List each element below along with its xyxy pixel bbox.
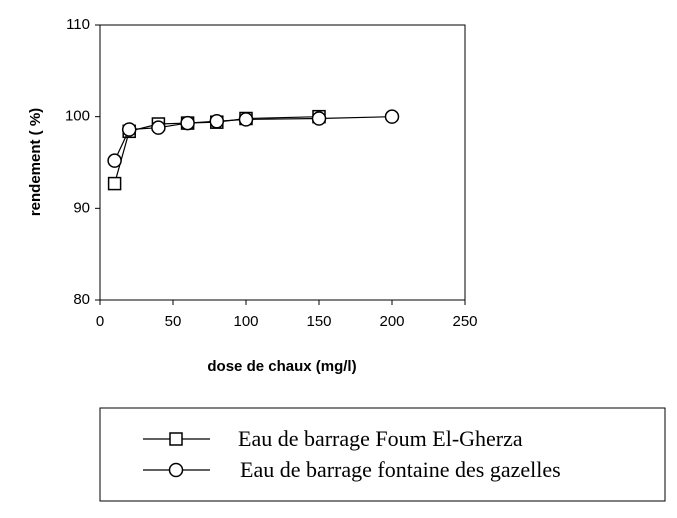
legend-marker <box>168 462 184 478</box>
x-tick-label: 200 <box>379 313 404 330</box>
x-tick-label: 100 <box>233 313 258 330</box>
y-tick-label: 90 <box>73 199 90 216</box>
marker <box>121 122 137 137</box>
y-tick-label: 80 <box>73 291 90 308</box>
legend-label: Eau de barrage fontaine des gazelles <box>240 457 561 482</box>
x-tick-label: 0 <box>96 313 104 330</box>
y-axis-label: rendement ( %) <box>27 108 44 216</box>
marker <box>107 153 122 168</box>
legend-marker <box>169 432 183 446</box>
marker <box>107 176 122 191</box>
marker <box>151 120 166 135</box>
x-tick-label: 150 <box>306 313 331 330</box>
x-tick-label: 50 <box>165 313 182 330</box>
marker <box>238 112 254 127</box>
x-tick-label: 250 <box>452 313 477 330</box>
plot-frame <box>99 24 466 301</box>
legend-box <box>99 407 666 502</box>
marker <box>209 114 225 129</box>
marker <box>180 115 195 131</box>
y-tick-label: 110 <box>66 16 90 33</box>
legend-label: Eau de barrage Foum El-Gherza <box>238 426 523 451</box>
marker <box>311 111 327 126</box>
y-tick-label: 100 <box>65 108 90 125</box>
x-axis-label: dose de chaux (mg/l) <box>207 358 356 375</box>
marker <box>384 109 400 124</box>
